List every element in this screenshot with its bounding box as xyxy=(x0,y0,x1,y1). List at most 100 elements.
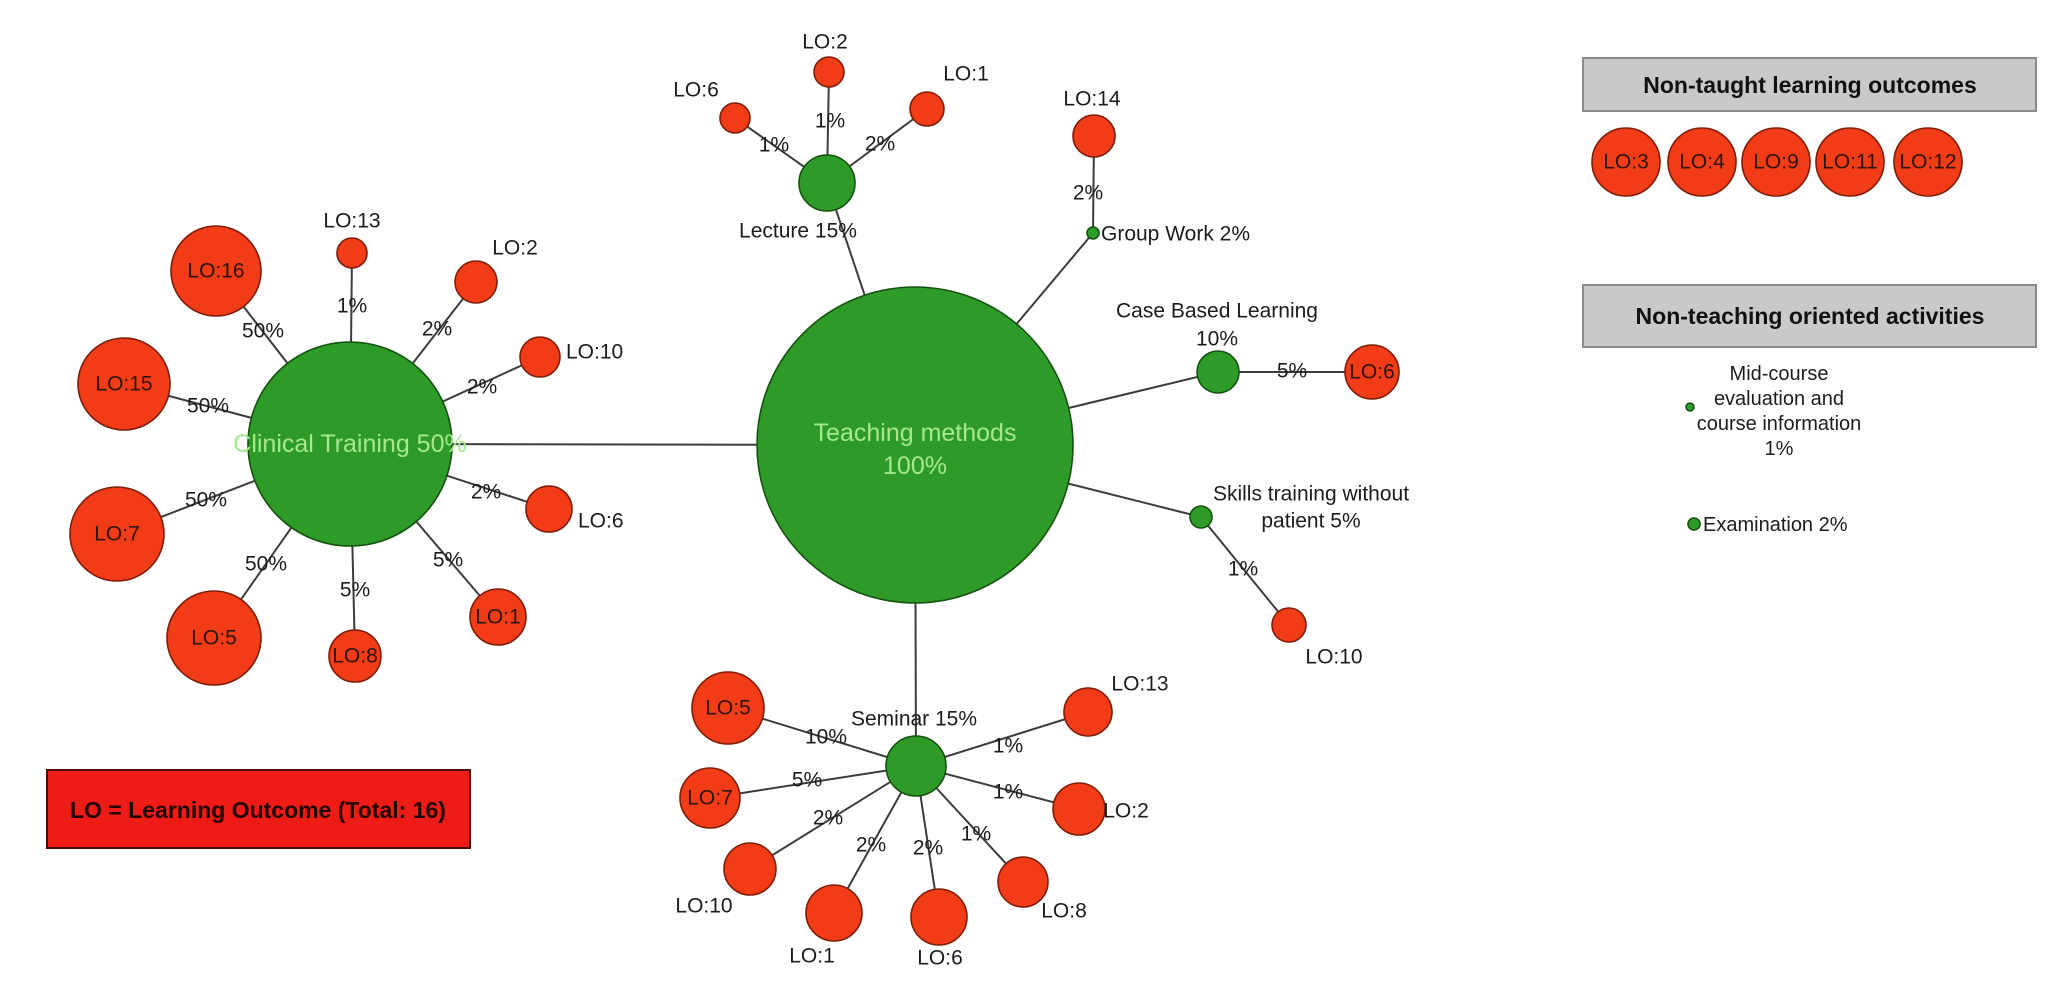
seminar-lo7-node xyxy=(679,767,741,829)
clinical-lo7-pct: 50% xyxy=(185,489,227,512)
lecture-lo6-pct: 1% xyxy=(759,134,789,157)
skills-label-line2: patient 5% xyxy=(1261,510,1360,533)
clinical-lo2-label: LO:2 xyxy=(492,237,538,260)
seminar-lo1-pct: 2% xyxy=(856,834,886,857)
lecture-lo2-pct: 1% xyxy=(815,110,845,133)
midcourse-line2: evaluation and xyxy=(1714,388,1844,410)
seminar-lo8-node xyxy=(997,856,1049,908)
clinical-lo7-node xyxy=(69,486,165,582)
clinical-lo5-label: LO:5 xyxy=(191,627,237,650)
clinical-training-node xyxy=(247,341,453,547)
seminar-lo10-label: LO:10 xyxy=(675,895,732,918)
teaching-methods-label-line2: 100% xyxy=(883,452,947,480)
teaching-methods-node xyxy=(756,286,1074,604)
seminar-node xyxy=(885,735,947,797)
seminar-lo13-pct: 1% xyxy=(993,735,1023,758)
seminar-lo7-label: LO:7 xyxy=(687,787,733,810)
clinical-lo10-pct: 2% xyxy=(467,376,497,399)
clinical-lo13-node xyxy=(336,237,368,269)
seminar-lo5-node xyxy=(691,671,765,745)
lecture-lo1-pct: 2% xyxy=(865,133,895,156)
clinical-lo15-label: LO:15 xyxy=(95,373,152,396)
group-work-label: Group Work 2% xyxy=(1101,223,1250,246)
clinical-lo6-pct: 2% xyxy=(471,481,501,504)
clinical-lo1-node xyxy=(469,588,527,646)
clinical-lo16-label: LO:16 xyxy=(187,260,244,283)
seminar-lo10-node xyxy=(723,842,777,896)
legend: LO = Learning Outcome (Total: 16) xyxy=(46,769,471,849)
examination-dot xyxy=(1687,517,1701,531)
clinical-lo8-pct: 5% xyxy=(340,579,370,602)
seminar-lo5-label: LO:5 xyxy=(705,697,751,720)
clinical-lo13-pct: 1% xyxy=(337,295,367,318)
lecture-node xyxy=(798,154,856,212)
lecture-lo1-node xyxy=(909,91,945,127)
case-based-label-line1: Case Based Learning xyxy=(1116,300,1318,323)
seminar-lo8-label: LO:8 xyxy=(1041,900,1087,923)
clinical-lo6-label: LO:6 xyxy=(578,510,624,533)
seminar-label: Seminar 15% xyxy=(851,708,977,731)
edge-seminar-lo7 xyxy=(709,765,917,799)
skills-lo10-label: LO:10 xyxy=(1305,646,1362,669)
casebased-lo6-label: LO:6 xyxy=(1349,361,1395,384)
clinical-lo15-pct: 50% xyxy=(187,395,229,418)
skills-lo10-pct: 1% xyxy=(1228,558,1258,581)
teaching-methods-label-line1: Teaching methods xyxy=(814,419,1017,447)
seminar-lo2-pct: 1% xyxy=(993,781,1023,804)
groupwork-lo14-node xyxy=(1072,114,1116,158)
panel-lo4-node xyxy=(1667,127,1737,197)
legend-box xyxy=(46,769,471,849)
seminar-lo5-pct: 10% xyxy=(805,726,847,749)
clinical-lo5-pct: 50% xyxy=(245,553,287,576)
clinical-lo5-node xyxy=(166,590,262,686)
legend-text: LO = Learning Outcome (Total: 16) xyxy=(70,797,446,823)
clinical-lo1-pct: 5% xyxy=(433,549,463,572)
non-taught-panel: Non-taught learning outcomes LO:3 LO:4 L… xyxy=(1582,57,2037,197)
seminar-lo7-pct: 5% xyxy=(792,769,822,792)
clinical-lo6-node xyxy=(525,485,573,533)
panel-lo3-label: LO:3 xyxy=(1603,151,1649,174)
panel-lo3-node xyxy=(1591,127,1661,197)
panel-lo11-node xyxy=(1815,127,1885,197)
non-taught-header-box xyxy=(1582,57,2037,112)
skills-label-line1: Skills training without xyxy=(1213,483,1409,506)
non-teaching-panel: Non-teaching oriented activities Mid-cou… xyxy=(1582,284,2037,536)
seminar-lo6-label: LO:6 xyxy=(917,947,963,970)
seminar-lo2-label: LO:2 xyxy=(1103,800,1149,823)
midcourse-dot xyxy=(1685,402,1695,412)
clinical-lo10-node xyxy=(519,336,561,378)
seminar-lo8-pct: 1% xyxy=(961,823,991,846)
midcourse-line3: course information xyxy=(1697,413,1862,435)
non-teaching-header-title: Non-teaching oriented activities xyxy=(1636,303,1985,329)
panel-lo12-label: LO:12 xyxy=(1899,151,1956,174)
seminar-lo10-pct: 2% xyxy=(813,807,843,830)
non-taught-header-title: Non-taught learning outcomes xyxy=(1643,72,1977,98)
lecture-lo6-node xyxy=(719,102,751,134)
seminar-lo2-node xyxy=(1052,782,1106,836)
group-work-node xyxy=(1086,226,1100,240)
casebased-lo6-pct: 5% xyxy=(1277,360,1307,383)
lecture-lo2-label: LO:2 xyxy=(802,31,848,54)
seminar-lo6-pct: 2% xyxy=(913,837,943,860)
seminar-lo6-node xyxy=(910,888,968,946)
lecture-label: Lecture 15% xyxy=(739,220,857,243)
clinical-lo13-label: LO:13 xyxy=(323,210,380,233)
panel-lo9-node xyxy=(1741,127,1811,197)
clinical-lo7-label: LO:7 xyxy=(94,523,140,546)
midcourse-line4: 1% xyxy=(1765,438,1794,460)
clinical-lo8-node xyxy=(328,629,382,683)
panel-lo12-node xyxy=(1893,127,1963,197)
panel-lo11-label: LO:11 xyxy=(1822,151,1878,174)
panel-lo4-label: LO:4 xyxy=(1679,151,1725,174)
examination-label: Examination 2% xyxy=(1703,514,1848,536)
case-based-label-line2: 10% xyxy=(1196,328,1238,351)
lecture-lo6-label: LO:6 xyxy=(673,79,719,102)
case-based-node xyxy=(1196,350,1240,394)
edge-skills-lo10 xyxy=(1200,516,1290,626)
lecture-lo1-label: LO:1 xyxy=(943,63,989,86)
groupwork-lo14-label: LO:14 xyxy=(1063,88,1121,111)
midcourse-line1: Mid-course xyxy=(1730,363,1829,385)
casebased-lo6-node xyxy=(1344,344,1400,400)
seminar-lo1-node xyxy=(805,884,863,942)
clinical-lo10-label: LO:10 xyxy=(566,341,623,364)
